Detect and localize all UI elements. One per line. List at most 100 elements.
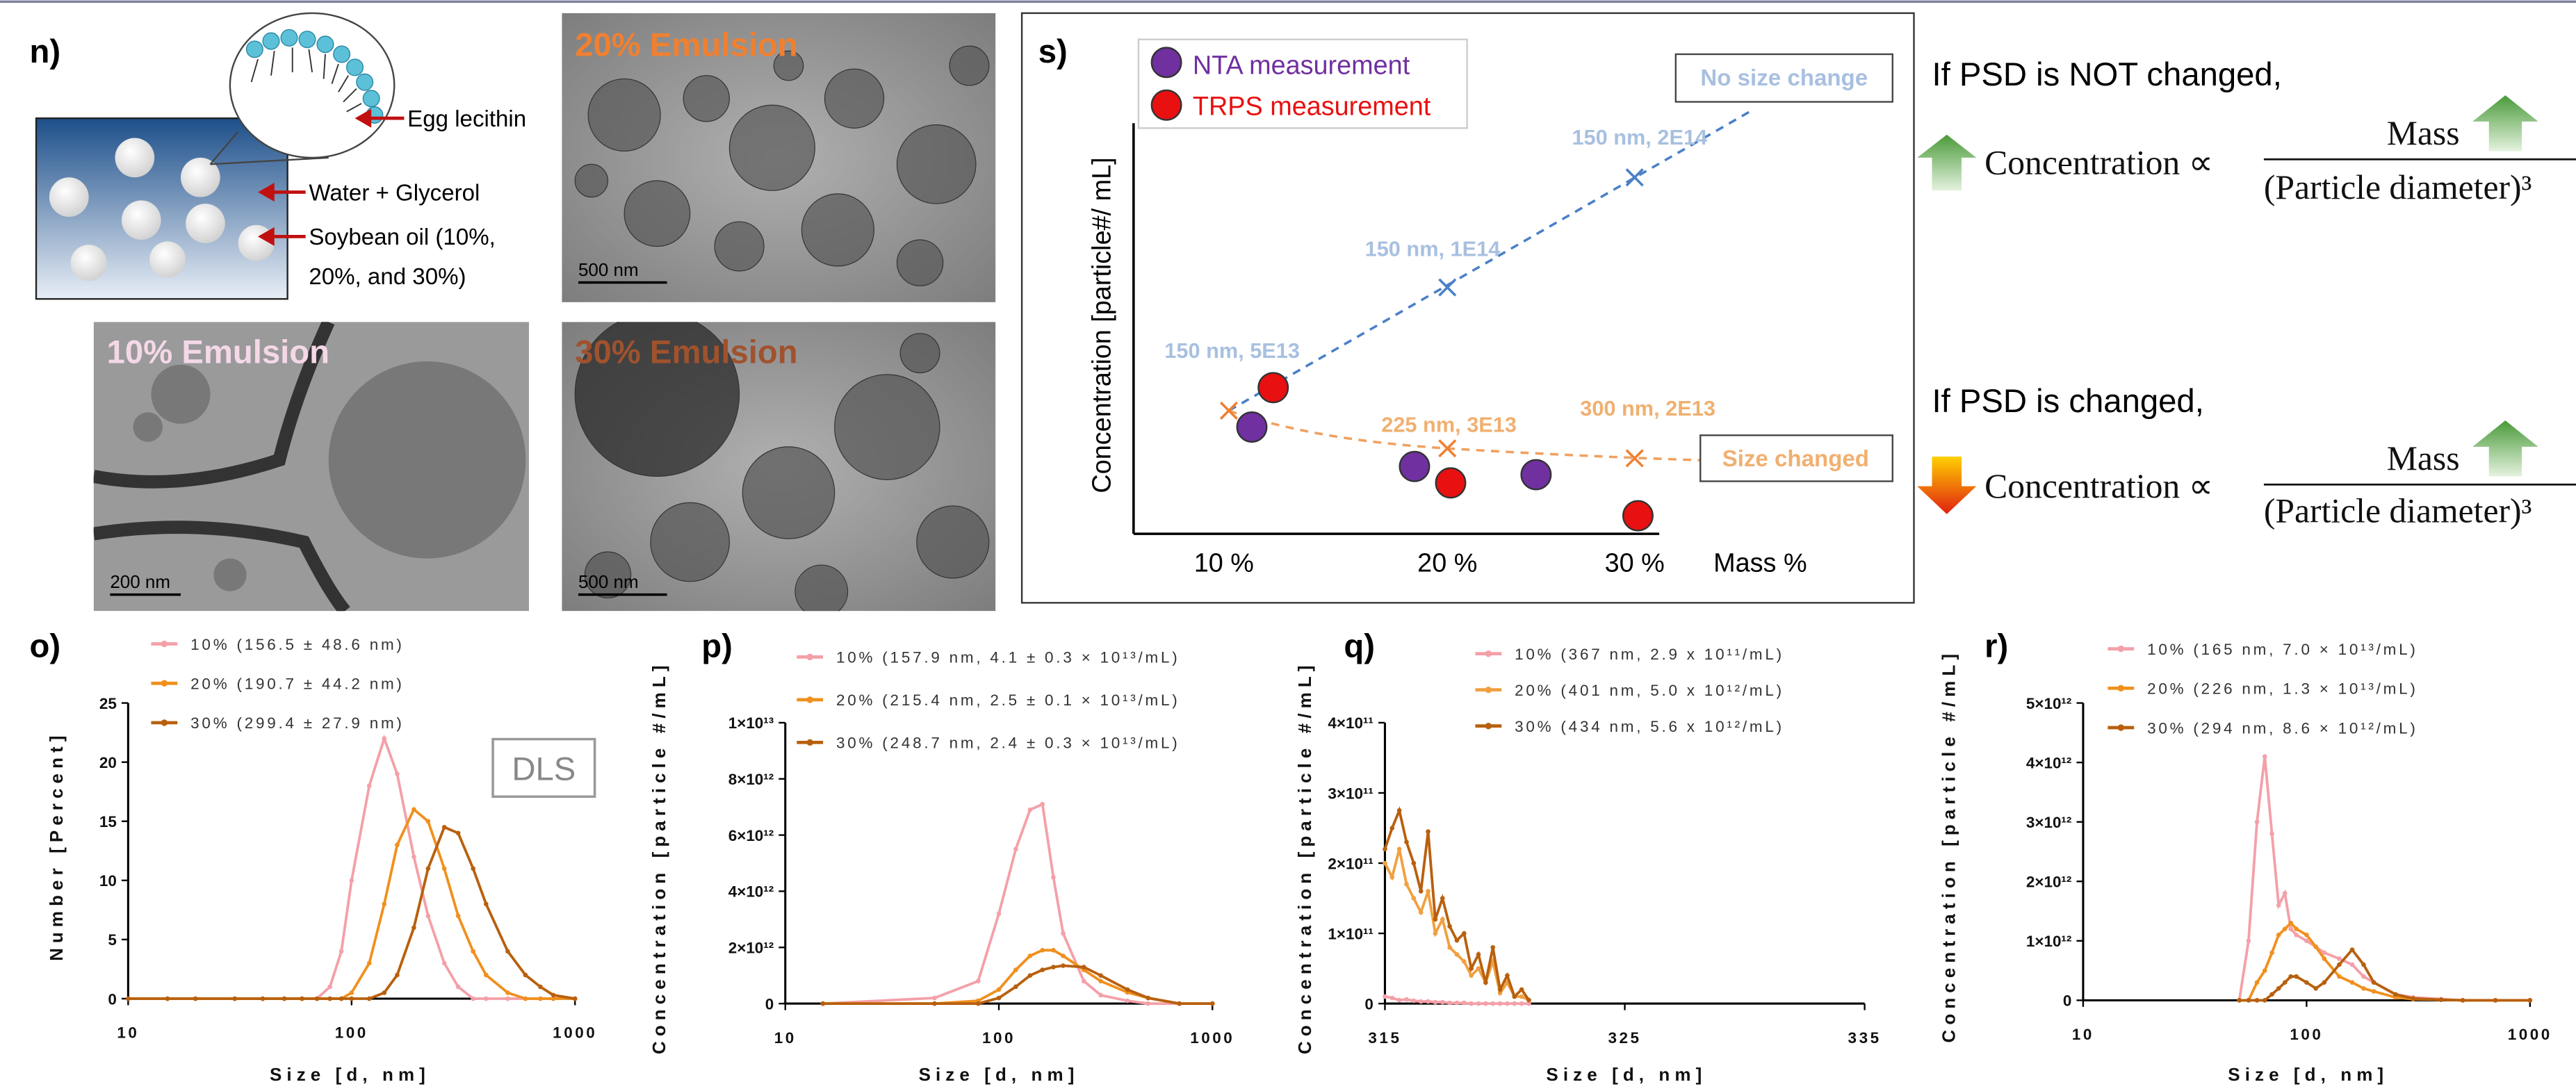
data-point: [2255, 998, 2260, 1003]
data-point: [1419, 999, 1424, 1004]
data-point: [339, 949, 344, 954]
data-point: [573, 997, 578, 1001]
data-point: [2269, 951, 2274, 956]
data-point: [2313, 944, 2318, 949]
data-point: [1483, 1001, 1488, 1006]
data-point: [1476, 966, 1481, 971]
data-point: [1505, 973, 1510, 978]
data-point: [367, 961, 372, 966]
data-point: [327, 997, 332, 1001]
data-point: [1404, 997, 1409, 1002]
data-point: [367, 997, 372, 1001]
data-point: [2276, 986, 2281, 991]
legend-marker: [1152, 90, 1182, 120]
data-point: [1146, 1001, 1150, 1006]
data-point: [1433, 917, 1438, 922]
x-tick-label: 10: [2072, 1026, 2094, 1043]
data-point: [2283, 926, 2288, 931]
y-tick-label: 0: [2063, 992, 2071, 1010]
y-tick-label: 10: [99, 872, 117, 890]
data-point: [426, 867, 431, 871]
data-point: [2294, 974, 2299, 979]
y-tick-label: 0: [1364, 995, 1373, 1013]
box-label: No size change: [1700, 65, 1868, 91]
data-point: [1505, 1001, 1510, 1006]
y-tick-label: 0: [108, 990, 116, 1008]
y-tick-label: 15: [99, 813, 117, 830]
lecithin-label: Egg lecithin: [407, 106, 526, 132]
data-point: [1426, 999, 1430, 1004]
micrograph-part-part: [575, 164, 608, 197]
data-point: [1098, 993, 1103, 998]
micrograph-part-part: [683, 76, 729, 122]
micrograph-part-part: [624, 181, 690, 247]
data-point: [2304, 933, 2309, 937]
x-tick-label: 1000: [1190, 1029, 1234, 1047]
scale-bar-label: 500 nm: [578, 259, 639, 280]
x-tick-label: 10: [117, 1024, 139, 1042]
micrograph-part-part: [133, 412, 163, 442]
data-point: [1440, 917, 1445, 922]
micrograph-part-part: [949, 46, 989, 85]
micrograph-part-part: [651, 502, 729, 581]
data-point: [1476, 1001, 1481, 1006]
data-point: [1404, 840, 1409, 844]
panel-label: s): [1038, 33, 1068, 70]
lecithin-beads-part: [347, 59, 364, 76]
data-point: [1098, 973, 1103, 978]
y-tick-label: 25: [99, 695, 117, 712]
legend-swatch: [161, 680, 168, 686]
data-point: [442, 867, 447, 871]
data-point: [1483, 980, 1488, 985]
legend-label: 30% (299.4 ± 27.9 nm): [190, 714, 405, 732]
data-point: [442, 825, 447, 830]
data-point: [1462, 931, 1467, 936]
y-tick-label: 5: [108, 931, 116, 949]
data-point: [339, 997, 344, 1001]
data-point: [2294, 926, 2299, 931]
x-axis-label: Size [d, nm]: [919, 1064, 1079, 1085]
micrograph-part-part: [588, 79, 660, 151]
data-point: [282, 997, 287, 1001]
legend-swatch: [806, 739, 813, 746]
x-axis-label: Size [d, nm]: [270, 1064, 430, 1085]
scale-bar-label: 500 nm: [578, 571, 639, 592]
x-tick-label: 335: [1848, 1029, 1882, 1047]
panel-label: q): [1344, 628, 1375, 664]
annotation: 150 nm, 2E14: [1572, 125, 1707, 149]
data-point: [2411, 996, 2415, 1001]
annotation: 150 nm, 1E14: [1365, 237, 1501, 261]
annotation: 300 nm, 2E13: [1580, 396, 1715, 420]
data-point: [382, 902, 386, 907]
data-point: [551, 993, 556, 998]
data-point: [1519, 994, 1524, 999]
data-point: [1082, 965, 1086, 969]
legend-label: 10% (156.5 ± 48.6 nm): [190, 636, 405, 653]
micrograph-part-part: [329, 361, 526, 559]
data-point: [1061, 931, 1066, 936]
data-point: [456, 830, 461, 835]
nta-points-part: [1522, 460, 1551, 490]
data-point: [2294, 933, 2299, 937]
oil-droplets-part: [149, 241, 186, 277]
micrograph-part-part: [742, 447, 834, 539]
data-point: [1013, 847, 1018, 852]
data-point: [1469, 973, 1474, 978]
data-point: [2350, 963, 2355, 967]
data-point: [1462, 1001, 1467, 1006]
data-point: [1051, 965, 1056, 969]
data-point: [538, 985, 543, 990]
y-tick-label: 1×10¹²: [2026, 933, 2071, 950]
data-point: [2393, 992, 2398, 997]
data-point: [484, 973, 489, 978]
legend-swatch: [2118, 724, 2124, 730]
scale-bar-label: 200 nm: [110, 571, 170, 592]
data-point: [2283, 891, 2288, 896]
data-point: [1051, 875, 1056, 880]
data-point: [411, 807, 416, 812]
data-point: [411, 854, 416, 859]
lecithin-beads-part: [299, 31, 316, 48]
y-tick-label: 4×10¹²: [2026, 754, 2071, 771]
oil-droplets-part: [122, 200, 161, 240]
data-point: [1419, 889, 1424, 894]
